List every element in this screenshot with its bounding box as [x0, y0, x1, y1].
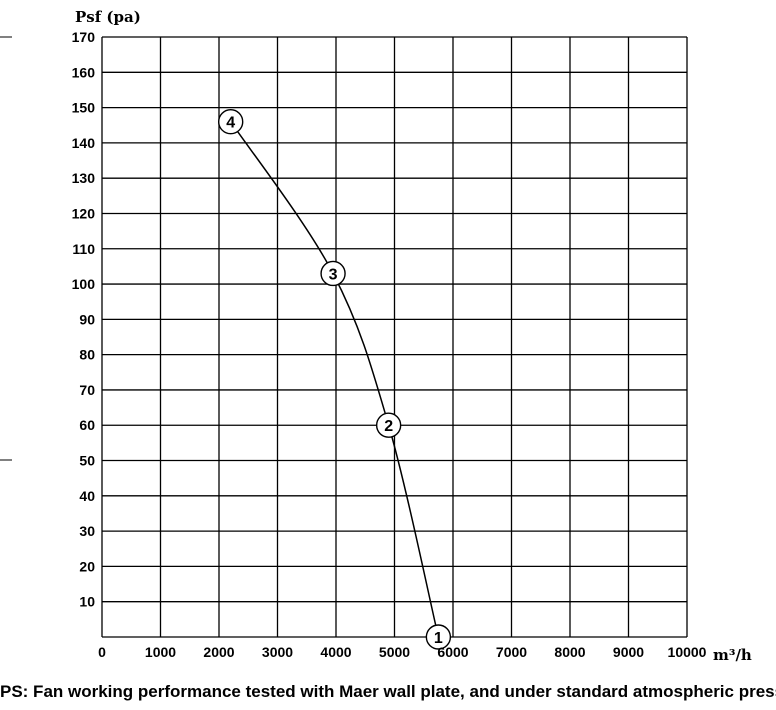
x-tick-label: 5000	[379, 644, 410, 660]
x-axis-label: m³/h	[713, 646, 752, 664]
point-marker-circle	[375, 412, 402, 438]
x-tick-label: 8000	[554, 644, 585, 660]
x-tick-label: 6000	[437, 644, 468, 660]
y-axis-label: Psf (pa)	[75, 8, 141, 26]
y-tick-label: 150	[72, 100, 96, 116]
point-marker-label: 3	[329, 266, 338, 283]
y-tick-label: 120	[72, 205, 96, 221]
point-marker-label: 2	[384, 418, 393, 435]
point-marker-label: 4	[226, 115, 235, 132]
y-tick-label: 90	[79, 311, 95, 327]
point-marker: 4	[217, 109, 244, 135]
series-line	[230, 121, 440, 638]
y-tick-label: 50	[79, 453, 95, 469]
y-tick-label: 40	[79, 488, 95, 504]
x-tick-label: 3000	[262, 644, 293, 660]
point-marker-label: 1	[434, 630, 443, 647]
x-tick-label: 9000	[613, 644, 644, 660]
y-tick-label: 80	[79, 347, 95, 363]
y-tick-label: 70	[79, 382, 95, 398]
x-tick-label: 1000	[145, 644, 176, 660]
y-tick-label: 100	[72, 276, 96, 292]
y-tick-label: 140	[72, 135, 96, 151]
y-tick-label: 130	[72, 170, 96, 186]
footnote: PS: Fan working performance tested with …	[0, 682, 776, 701]
y-tick-label: 10	[79, 594, 95, 610]
point-marker: 1	[425, 624, 452, 650]
x-tick-label: 10000	[668, 644, 707, 660]
y-tick-label: 60	[79, 417, 95, 433]
grid	[101, 36, 688, 638]
point-marker-circle	[320, 260, 346, 287]
x-tick-label: 2000	[203, 644, 234, 660]
curve-layer: 1 2 3 4	[217, 109, 452, 650]
point-marker: 2	[375, 412, 402, 438]
x-tick-label: 0	[98, 644, 106, 660]
y-tick-label: 110	[72, 241, 95, 257]
point-marker: 3	[320, 260, 346, 287]
x-tick-label: 4000	[320, 644, 351, 660]
y-tick-label: 160	[72, 64, 96, 80]
y-tick-label: 170	[72, 29, 96, 45]
y-tick-label: 30	[79, 523, 95, 539]
point-marker-circle	[217, 109, 244, 135]
x-tick-label: 7000	[496, 644, 527, 660]
point-marker-circle	[425, 624, 452, 650]
y-tick-label: 20	[79, 558, 95, 574]
ticks: 0 1000 2000 3000 4000 5000 6000 7000 8000 9000 100…	[72, 29, 707, 660]
